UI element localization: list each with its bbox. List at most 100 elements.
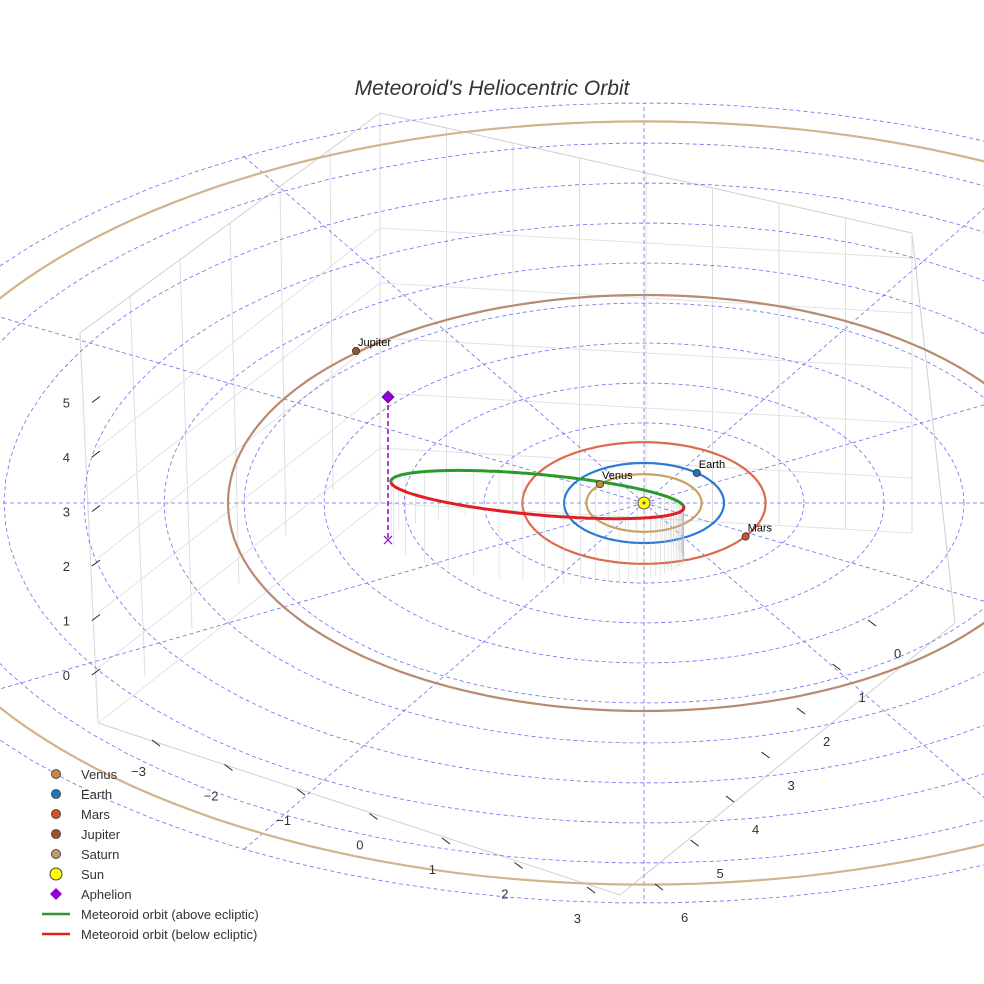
- z-tick-label: 5: [63, 396, 70, 411]
- y-tick-mark: [654, 883, 664, 891]
- y-tick-label: 3: [788, 778, 795, 793]
- jupiter-orbit: [226, 293, 984, 713]
- y-tick-mark: [761, 751, 770, 759]
- legend-label: Jupiter: [81, 827, 121, 842]
- y-tick-mark: [725, 795, 735, 803]
- z-tick-mark: [91, 450, 101, 458]
- z-tick-label: 2: [63, 559, 70, 574]
- ecliptic-grid: [0, 102, 984, 904]
- z-tick-label: 0: [63, 668, 70, 683]
- y-tick-mark: [867, 619, 877, 627]
- meteoroid-orbit: [389, 468, 686, 584]
- mars-label: Mars: [748, 523, 773, 535]
- z-tick-mark: [91, 505, 101, 512]
- wall-gridline: [279, 186, 287, 537]
- x-tick-mark: [151, 739, 161, 747]
- legend-swatch: [51, 789, 61, 799]
- wall-gridline: [97, 227, 913, 449]
- legend-swatch: [49, 867, 63, 881]
- y-tick-label: 1: [859, 690, 866, 705]
- x-tick-mark: [441, 837, 451, 845]
- ecliptic-ring: [83, 222, 984, 784]
- y-tick-label: 6: [681, 910, 688, 925]
- z-tick-mark: [91, 396, 101, 403]
- y-tick-label: 2: [823, 734, 830, 749]
- ecliptic-spoke: [643, 502, 984, 798]
- legend-label: Earth: [81, 787, 112, 802]
- venus-orbit: [585, 473, 703, 533]
- x-tick-label: 1: [429, 862, 436, 877]
- y-tick-mark: [690, 839, 699, 847]
- wall-gridline: [97, 392, 913, 614]
- venus-label: Venus: [602, 470, 633, 482]
- earth-marker: [692, 468, 701, 477]
- z-tick-mark: [91, 668, 101, 676]
- x-tick-label: −1: [276, 813, 291, 828]
- x-tick-label: 2: [501, 887, 508, 902]
- x-tick-mark: [296, 788, 306, 796]
- wall-gridline: [97, 337, 913, 559]
- ecliptic-spoke: [0, 316, 645, 504]
- legend-swatch: [50, 888, 62, 900]
- wall-gridline: [229, 222, 240, 584]
- wall-gridline: [79, 332, 99, 724]
- ecliptic-spoke: [643, 404, 984, 504]
- z-tick-mark: [91, 614, 101, 621]
- aphelion-projection-marker: [383, 535, 393, 545]
- legend-swatch: [51, 829, 61, 839]
- z-tick-label: 3: [63, 505, 70, 520]
- axis-ticks: 0 1 2 3 4 5 −3 −2 −1 0 1 2 3 0 1 2 3 4 5 6: [63, 396, 901, 927]
- box-edge: [79, 112, 381, 724]
- legend: Venus Earth Mars Jupiter Saturn Sun Aphelion Me…: [42, 767, 259, 942]
- legend-label: Venus: [81, 767, 118, 782]
- wall-gridline: [129, 296, 146, 677]
- ecliptic-spoke: [643, 502, 984, 602]
- x-tick-label: −2: [204, 789, 219, 804]
- x-tick-label: 3: [574, 911, 581, 926]
- legend-label: Aphelion: [81, 887, 132, 902]
- meteoroid-orbit-below: [389, 481, 686, 521]
- legend-label: Sun: [81, 867, 104, 882]
- legend-swatch: [51, 849, 61, 859]
- ecliptic-spoke: [643, 208, 984, 504]
- box-edge: [379, 112, 956, 624]
- z-tick-label: 4: [63, 450, 70, 465]
- x-tick-mark: [224, 764, 233, 771]
- sun-center: [642, 501, 646, 505]
- wall-gridline: [329, 149, 334, 490]
- wall-gridline: [97, 447, 913, 669]
- venus-marker: [596, 480, 605, 489]
- legend-label: Saturn: [81, 847, 119, 862]
- y-tick-label: 4: [752, 822, 759, 837]
- legend-label: Meteoroid orbit (below ecliptic): [81, 927, 257, 942]
- wall-gridline: [179, 259, 193, 630]
- x-tick-mark: [586, 886, 596, 894]
- mars-marker: [741, 532, 750, 541]
- legend-label: Mars: [81, 807, 110, 822]
- x-tick-mark: [369, 813, 378, 820]
- y-tick-label: 0: [894, 646, 901, 661]
- chart-title: Meteoroid's Heliocentric Orbit: [355, 77, 631, 100]
- earth-label: Earth: [699, 459, 725, 471]
- z-tick-mark: [91, 559, 101, 567]
- aphelion-marker: [381, 390, 395, 404]
- y-tick-mark: [796, 707, 806, 715]
- y-tick-mark: [832, 663, 841, 671]
- meteoroid-orbit-above: [389, 468, 685, 508]
- y-tick-label: 5: [717, 866, 724, 881]
- legend-label: Meteoroid orbit (above ecliptic): [81, 907, 259, 922]
- wall-gridline: [97, 502, 913, 724]
- markers: Venus Earth Mars Jupiter: [351, 337, 773, 545]
- x-tick-label: 0: [356, 838, 363, 853]
- x-tick-mark: [514, 862, 523, 869]
- mars-orbit: [521, 441, 767, 565]
- z-tick-label: 1: [63, 614, 70, 629]
- ecliptic-spoke: [0, 502, 645, 690]
- legend-swatch: [51, 769, 61, 779]
- box-edge: [97, 622, 956, 896]
- wall-gridline: [97, 282, 913, 504]
- jupiter-label: Jupiter: [358, 337, 391, 349]
- jupiter-marker: [351, 346, 360, 355]
- axis-box: [79, 112, 956, 896]
